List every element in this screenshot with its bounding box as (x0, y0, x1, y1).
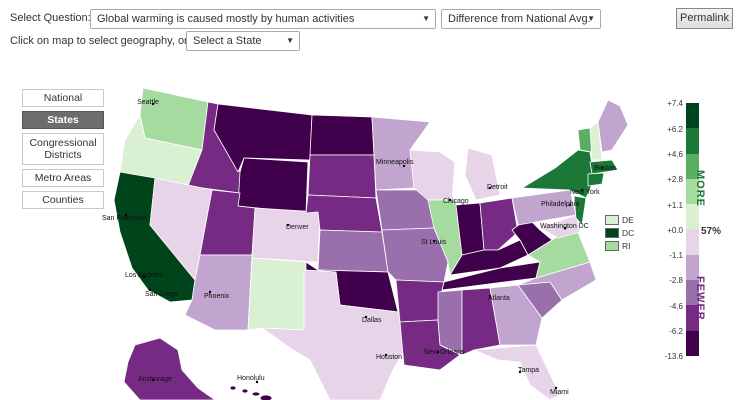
geo-nav-congressional-districts[interactable]: Congressional Districts (22, 133, 104, 165)
state-hawaii[interactable] (229, 385, 273, 400)
state-wyoming[interactable] (237, 157, 309, 214)
geo-nav-states[interactable]: States (22, 111, 104, 129)
state-maryland[interactable] (539, 214, 581, 239)
small-state-de[interactable]: DE (605, 214, 634, 226)
state-mississippi[interactable] (437, 289, 463, 356)
city-label: Anchorage (138, 376, 172, 383)
state-new-mexico[interactable] (247, 257, 307, 331)
fewer-label: FEWER (694, 276, 706, 321)
small-state-swatch (605, 215, 619, 225)
chevron-down-icon: ▼ (587, 14, 595, 23)
chevron-down-icon: ▼ (286, 36, 294, 45)
legend-tick: -1.1 (669, 251, 683, 260)
legend-swatch (686, 204, 699, 230)
state-arkansas[interactable] (395, 279, 445, 323)
small-state-swatch (605, 228, 619, 238)
legend-tick: +7.4 (667, 99, 683, 108)
state-alaska[interactable] (123, 337, 216, 400)
city-label: Phoenix (204, 293, 230, 300)
legend-swatch (686, 280, 699, 306)
city-labels: Seattle San Francisco Los Angeles San Di… (102, 99, 616, 396)
small-state-swatch (605, 241, 619, 251)
state-georgia[interactable] (489, 284, 543, 346)
state-select-value: Select a State (193, 35, 262, 47)
permalink-button[interactable]: Permalink (676, 8, 733, 29)
legend-swatch (686, 254, 699, 281)
small-state-label: DC (622, 228, 635, 238)
click-map-label: Click on map to select geography, or: (10, 35, 191, 47)
city-label: Boston (594, 165, 616, 172)
legend-swatch (686, 153, 699, 179)
city-label: Detroit (487, 184, 508, 191)
small-state-dc[interactable]: DC (605, 227, 634, 239)
city-label: Philadelphia (541, 201, 579, 208)
legend-tick: -4.6 (669, 302, 683, 311)
legend-tick: +6.2 (667, 125, 683, 134)
city-label: Dallas (362, 317, 382, 324)
state-south-dakota[interactable] (307, 154, 377, 199)
city-label: San Francisco (102, 215, 147, 222)
legend-tick: +0.0 (667, 226, 683, 235)
legend-swatch (686, 103, 699, 129)
select-question-label: Select Question: (10, 12, 91, 24)
legend-tick: -6.2 (669, 327, 683, 336)
legend-swatch (686, 178, 699, 205)
geo-nav-counties[interactable]: Counties (22, 191, 104, 209)
city-label: San Diego (145, 291, 178, 298)
small-state-label: DE (622, 215, 634, 225)
small-state-label: RI (622, 241, 631, 251)
city-label: Washington DC (540, 223, 589, 230)
city-label: Atlanta (488, 295, 510, 302)
city-label: Denver (286, 224, 309, 231)
legend-tick: +1.1 (667, 201, 683, 210)
chevron-down-icon: ▼ (422, 14, 430, 23)
legend-swatch (686, 330, 699, 356)
city-label: Seattle (137, 99, 159, 106)
national-average-value: 57% (701, 226, 722, 237)
legend-color-bar (686, 103, 699, 356)
state-new-jersey[interactable] (573, 195, 587, 226)
more-label: MORE (694, 170, 706, 207)
small-state-ri[interactable]: RI (605, 240, 634, 252)
city-label: St Louis (421, 239, 447, 246)
city-label: Miami (550, 389, 569, 396)
legend-tick: -2.8 (669, 276, 683, 285)
city-label: New York (570, 189, 600, 196)
state-connecticut[interactable] (587, 172, 605, 187)
geo-nav-national[interactable]: National (22, 89, 104, 107)
measure-select-value: Difference from National Avg. (448, 13, 591, 25)
measure-select[interactable]: Difference from National Avg. ▼ (441, 9, 601, 29)
question-select-value: Global warming is caused mostly by human… (97, 13, 355, 25)
state-michigan[interactable] (464, 147, 501, 201)
legend-tick: +2.8 (667, 175, 683, 184)
state-kentucky[interactable] (449, 239, 529, 276)
state-florida[interactable] (473, 344, 561, 400)
legend-swatch (686, 305, 699, 331)
legend-tick: -13.6 (664, 352, 683, 361)
state-massachusetts[interactable] (589, 159, 619, 175)
city-label: Chicago (443, 198, 469, 205)
legend-swatch (686, 128, 699, 154)
city-label: Honolulu (237, 375, 265, 382)
state-select[interactable]: Select a State ▼ (186, 31, 300, 51)
state-ohio[interactable] (479, 197, 519, 251)
legend-tick: +4.6 (667, 150, 683, 159)
city-label: Minneapolis (376, 159, 414, 166)
state-maine[interactable] (597, 99, 629, 153)
small-states-list: DE DC RI (605, 214, 634, 252)
state-kansas[interactable] (317, 229, 389, 273)
question-select[interactable]: Global warming is caused mostly by human… (90, 9, 436, 29)
city-label: Houston (376, 354, 402, 361)
city-label: Los Angeles (125, 272, 164, 279)
legend-swatch (686, 229, 699, 255)
state-alabama[interactable] (461, 287, 501, 356)
state-north-dakota[interactable] (309, 114, 375, 156)
state-texas[interactable] (261, 269, 411, 400)
state-colorado[interactable] (251, 207, 321, 263)
city-label: Tampa (518, 367, 539, 374)
geo-nav-metro-areas[interactable]: Metro Areas (22, 169, 104, 187)
city-label: New Orleans (424, 349, 465, 356)
